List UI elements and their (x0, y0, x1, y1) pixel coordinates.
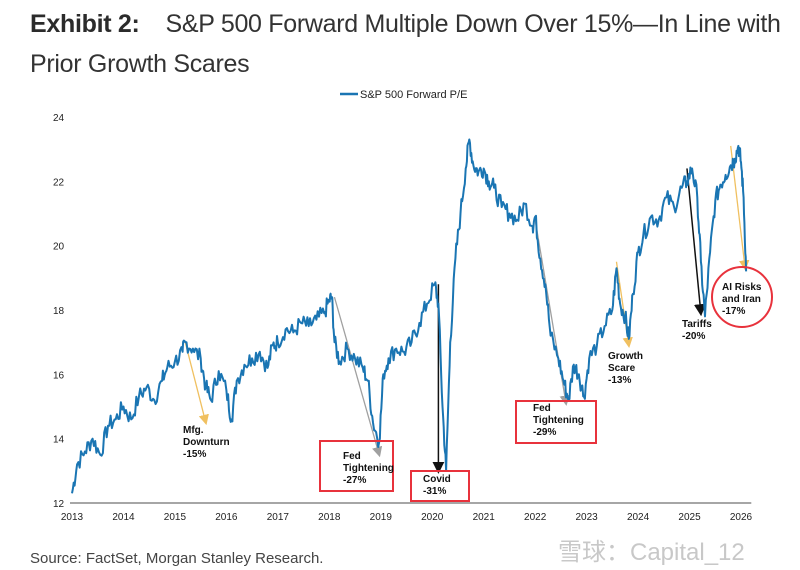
annotation-line: Tightening (533, 415, 584, 426)
watermark: 雪球：Capital_12 (558, 539, 745, 566)
highlight-box-covid (410, 470, 470, 502)
annotation-line: Mfg. (183, 425, 204, 436)
title-text: S&P 500 Forward Multiple Down Over 15%—I… (30, 10, 781, 78)
y-tick-label: 20 (53, 242, 65, 253)
annotation-line: -27% (343, 475, 367, 486)
annotation-line: and Iran (722, 294, 761, 305)
annotation-line: Covid (423, 474, 451, 485)
annotation-line: Fed (343, 451, 361, 462)
x-tick-label: 2024 (627, 512, 650, 523)
x-tick-label: 2017 (267, 512, 290, 523)
annotation-arrow (686, 168, 706, 317)
exhibit-label: Exhibit 2: (30, 10, 140, 38)
x-tick-label: 2018 (318, 512, 341, 523)
annotation-fed-tightening-2018: Fed Tightening -27% (343, 451, 394, 487)
annotation-line: Scare (608, 363, 636, 374)
x-tick-label: 2019 (370, 512, 393, 523)
highlight-box-fed-2018 (319, 440, 394, 492)
chart-title: Exhibit 2: S&P 500 Forward Multiple Down … (30, 4, 790, 84)
annotation-line: Growth (608, 351, 643, 362)
annotation-line: Fed (533, 403, 551, 414)
x-tick-label: 2023 (575, 512, 598, 523)
highlight-box-fed-2022 (515, 400, 597, 444)
annotation-growth-scare: Growth Scare -13% (608, 351, 643, 387)
annotation-tariffs: Tariffs -20% (682, 319, 712, 343)
y-tick-label: 16 (53, 370, 65, 381)
annotation-fed-tightening-2022: Fed Tightening -29% (533, 403, 584, 439)
annotation-arrow (184, 342, 209, 426)
annotation-line: -29% (533, 427, 557, 438)
annotation-line: Tariffs (682, 319, 712, 330)
y-tick-label: 22 (53, 177, 65, 188)
x-tick-label: 2025 (678, 512, 701, 523)
x-tick-label: 2014 (112, 512, 135, 523)
x-tick-label: 2016 (215, 512, 238, 523)
annotation-line: AI Risks (722, 282, 762, 293)
annotation-line: Downturn (183, 437, 230, 448)
annotation-arrows (184, 145, 750, 474)
annotation-line: -31% (423, 486, 447, 497)
annotation-line: Tightening (343, 463, 394, 474)
annotation-ai-risks-iran: AI Risks and Iran -17% (722, 282, 761, 318)
x-tick-label: 2020 (421, 512, 444, 523)
source-note: Source: FactSet, Morgan Stanley Research… (30, 550, 324, 567)
y-tick-label: 14 (53, 435, 65, 446)
annotation-line: -15% (183, 449, 207, 460)
x-tick-label: 2021 (473, 512, 496, 523)
y-tick-label: 12 (53, 499, 65, 510)
annotation-covid: Covid -31% (423, 474, 451, 498)
x-tick-label: 2013 (61, 512, 84, 523)
series-line-sp500-forward-pe (71, 138, 748, 494)
x-axis: 2013 2014 2015 2016 2017 2018 2019 2020 2021 2022… (61, 512, 753, 523)
legend-label: S&P 500 Forward P/E (360, 89, 467, 101)
x-tick-label: 2015 (164, 512, 187, 523)
x-tick-label: 2022 (524, 512, 547, 523)
annotation-line: -17% (722, 306, 746, 317)
legend: S&P 500 Forward P/E (340, 89, 467, 101)
x-tick-label: 2026 (730, 512, 753, 523)
y-axis: 12 14 16 18 20 22 24 (53, 113, 65, 510)
annotation-line: -20% (682, 331, 706, 342)
y-tick-label: 24 (53, 113, 65, 124)
annotation-mfg-downturn: Mfg. Downturn -15% (183, 425, 230, 461)
y-tick-label: 18 (53, 306, 65, 317)
annotation-line: -13% (608, 375, 632, 386)
highlight-circle-ai-risks (711, 266, 773, 328)
annotation-arrow (333, 296, 383, 458)
